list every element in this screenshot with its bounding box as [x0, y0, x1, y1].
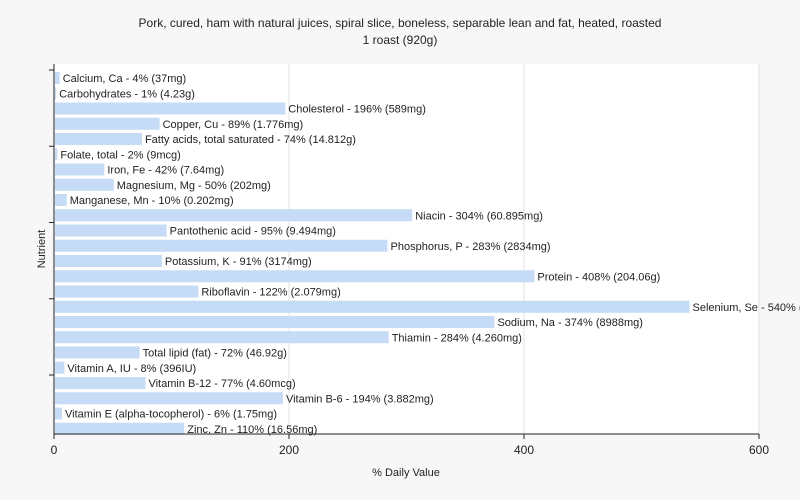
bar — [55, 133, 142, 145]
bar-label: Vitamin B-6 - 194% (3.882mg) — [286, 393, 434, 405]
bar-label: Total lipid (fat) - 72% (46.92g) — [143, 348, 287, 360]
bar — [55, 270, 535, 283]
x-tick-label: 200 — [279, 443, 299, 457]
bar — [55, 178, 114, 191]
bar — [55, 407, 63, 420]
x-tick-label: 0 — [51, 443, 58, 457]
bar-label: Carbohydrates - 1% (4.23g) — [59, 88, 195, 100]
y-axis-label: Nutrient — [36, 230, 48, 269]
bar-label: Sodium, Na - 374% (8988mg) — [497, 317, 643, 329]
bar — [55, 377, 146, 389]
bar-label: Protein - 408% (204.06g) — [537, 271, 660, 283]
bar — [55, 422, 185, 435]
bars — [55, 72, 690, 435]
bar-label: Riboflavin - 122% (2.079mg) — [201, 287, 340, 299]
bar — [55, 194, 67, 206]
bar — [55, 163, 105, 176]
bar — [55, 117, 160, 130]
x-ticks: 0 200 400 600 — [51, 434, 769, 457]
bar-label: Niacin - 304% (60.895mg) — [415, 210, 543, 222]
bar — [55, 239, 388, 252]
bar-label: Fatty acids, total saturated - 74% (14.8… — [145, 134, 356, 146]
bar — [55, 331, 389, 344]
bar-label: Vitamin A, IU - 8% (396IU) — [67, 363, 196, 375]
bar-label: Folate, total - 2% (9mcg) — [60, 149, 180, 161]
bar — [55, 316, 495, 328]
bar-label: Iron, Fe - 42% (7.64mg) — [107, 165, 224, 177]
x-axis-label: % Daily Value — [372, 467, 440, 479]
chart-subtitle: 1 roast (920g) — [363, 33, 438, 47]
bar — [55, 224, 167, 237]
bar-label: Pantothenic acid - 95% (9.494mg) — [170, 226, 336, 238]
bar-label: Vitamin B-12 - 77% (4.60mcg) — [148, 378, 295, 390]
bar — [55, 392, 283, 405]
bar-label: Vitamin E (alpha-tocopherol) - 6% (1.75m… — [65, 409, 277, 421]
bar-labels: Calcium, Ca - 4% (37mg) Carbohydrates - 1… — [59, 73, 800, 436]
bar-label: Zinc, Zn - 110% (16.56mg) — [187, 424, 317, 436]
bar — [55, 102, 286, 115]
bar — [55, 346, 140, 359]
y-ticks — [49, 69, 54, 376]
x-tick-label: 400 — [514, 443, 534, 457]
bar-label: Calcium, Ca - 4% (37mg) — [63, 73, 186, 85]
bar — [55, 300, 690, 313]
bar-label: Copper, Cu - 89% (1.776mg) — [163, 119, 304, 131]
bar — [55, 361, 65, 374]
bar — [55, 72, 60, 84]
bar-label: Cholesterol - 196% (589mg) — [288, 104, 426, 116]
bar — [55, 148, 58, 161]
bar-label: Potassium, K - 91% (3174mg) — [165, 256, 312, 268]
bar-label: Phosphorus, P - 283% (2834mg) — [391, 241, 551, 253]
bar — [55, 255, 162, 267]
bar-label: Thiamin - 284% (4.260mg) — [392, 332, 522, 344]
bar — [55, 209, 413, 222]
x-tick-label: 600 — [749, 443, 769, 457]
bar — [55, 285, 199, 298]
bar-label: Selenium, Se - 540% (378.1mcg) — [693, 302, 800, 314]
bar — [55, 87, 57, 100]
chart-title: Pork, cured, ham with natural juices, sp… — [139, 16, 662, 30]
bar-label: Magnesium, Mg - 50% (202mg) — [117, 180, 271, 192]
bar-label: Manganese, Mn - 10% (0.202mg) — [70, 195, 234, 207]
